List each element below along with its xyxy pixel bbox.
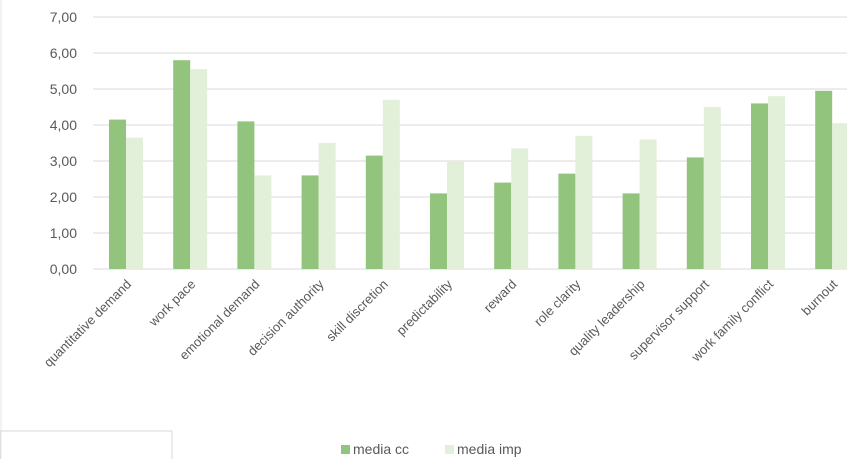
legend-label: media cc — [353, 441, 409, 457]
bar-media-imp — [254, 175, 272, 269]
bar-media-imp — [832, 123, 847, 269]
bar-media-imp — [639, 139, 657, 269]
bar-media-imp — [703, 107, 721, 269]
y-axis-tick-labels: 0,00 1,00 2,00 3,00 4,00 5,00 6,00 7,00 — [50, 9, 77, 277]
y-tick-label: 5,00 — [50, 81, 77, 97]
bar-media-cc — [751, 103, 768, 270]
y-tick-label: 1,00 — [50, 225, 77, 241]
gridlines — [93, 16, 847, 270]
x-category-label: predictability — [393, 276, 455, 338]
y-tick-label: 7,00 — [50, 9, 77, 25]
y-tick-label: 0,00 — [50, 261, 77, 277]
x-category-label: reward — [481, 277, 520, 316]
y-tick-label: 6,00 — [50, 45, 77, 61]
bar-media-cc — [558, 173, 576, 269]
x-category-label: skill discretion — [323, 277, 391, 345]
bar-media-cc — [109, 119, 126, 269]
bars-group — [109, 60, 847, 270]
y-tick-label: 4,00 — [50, 117, 77, 133]
bar-media-cc — [173, 60, 191, 270]
adjacent-box-fragment — [0, 430, 173, 459]
y-tick-label: 3,00 — [50, 153, 77, 169]
bar-media-imp — [126, 137, 143, 269]
bar-media-imp — [382, 99, 400, 269]
x-category-label: role clarity — [531, 276, 584, 329]
bar-media-imp — [447, 161, 464, 269]
bar-media-cc — [301, 175, 319, 269]
bar-media-cc — [430, 193, 447, 269]
bar-media-imp — [768, 96, 785, 269]
x-category-label: work pace — [145, 277, 198, 330]
bar-media-imp — [190, 69, 208, 269]
bar-media-cc — [686, 157, 704, 269]
y-tick-label: 2,00 — [50, 189, 77, 205]
bar-media-cc — [494, 182, 512, 269]
legend: media cc media imp — [341, 441, 522, 457]
legend-swatch — [341, 445, 350, 454]
x-category-label: quantitative demand — [41, 277, 134, 370]
legend-label: media imp — [457, 441, 522, 457]
x-category-label: burnout — [799, 276, 841, 318]
bar-media-cc — [815, 90, 833, 269]
bar-media-cc — [622, 193, 640, 269]
bar-media-cc — [365, 155, 383, 269]
legend-swatch — [445, 445, 454, 454]
bar-media-cc — [237, 121, 255, 270]
bar-media-imp — [575, 135, 593, 269]
bar-media-imp — [511, 148, 529, 269]
bar-media-imp — [318, 143, 336, 269]
